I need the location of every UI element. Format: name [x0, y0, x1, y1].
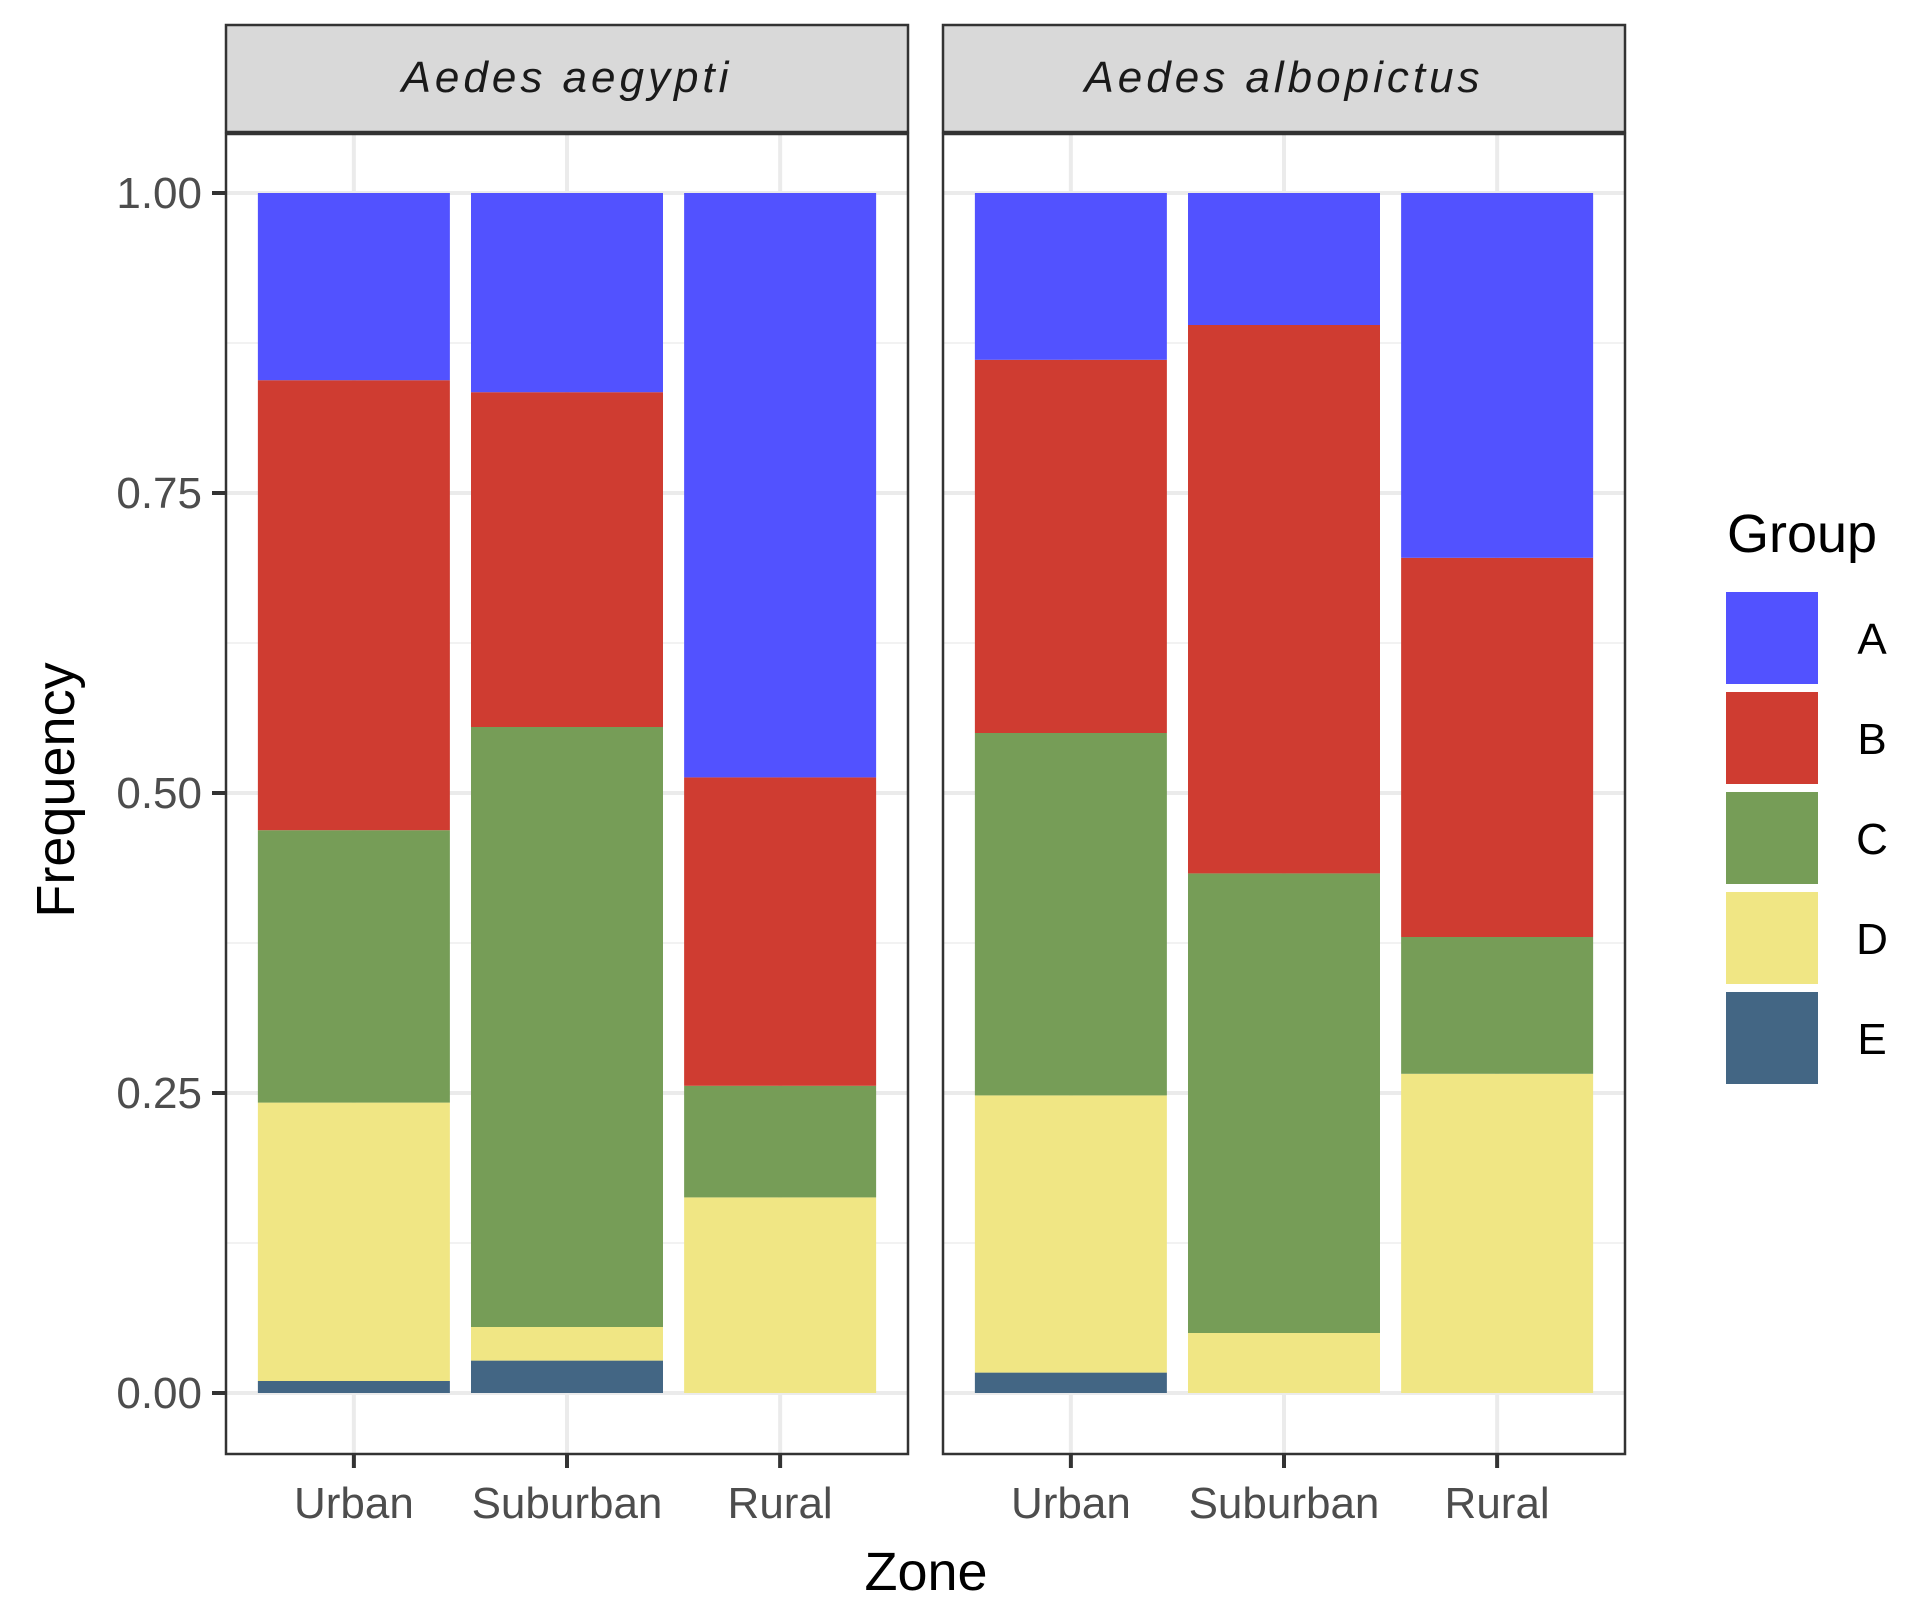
bar-segment-e	[974, 1372, 1167, 1393]
bar-segment-b	[471, 392, 663, 727]
bar-segment-b	[684, 777, 877, 1086]
facet-strip-title: Aedes albopictus	[1081, 53, 1483, 102]
facet-strip	[224, 23, 910, 134]
bar-segment-a	[1401, 193, 1594, 558]
legend-label: A	[1857, 615, 1887, 664]
bar-segment-a	[257, 193, 450, 381]
x-tick-label: Suburban	[472, 1479, 663, 1528]
bar-segment-d	[471, 1327, 663, 1361]
legend-key-a	[1726, 592, 1818, 684]
bar-segment-d	[1401, 1073, 1594, 1393]
y-axis-title: Frequency	[26, 662, 86, 917]
legend-label: B	[1857, 715, 1886, 764]
bar-segment-b	[1188, 325, 1380, 874]
bar-segment-e	[471, 1360, 663, 1393]
legend-key-e	[1726, 992, 1818, 1084]
x-axis-title: Zone	[864, 1542, 987, 1602]
y-tick-label: 0.25	[116, 1069, 202, 1118]
legend-title: Group	[1727, 504, 1877, 564]
legend-key-d	[1726, 892, 1818, 984]
legend-key-b	[1726, 692, 1818, 784]
y-tick-label: 0.75	[116, 469, 202, 518]
facet-panels: Aedes aegypti Urban Suburban Rural 0.00 0.25 0…	[116, 23, 1627, 1528]
bar-segment-c	[1188, 873, 1380, 1333]
facet-panel: Aedes albopictus Urban Suburban Rural	[941, 23, 1627, 1528]
facet-strip-title: Aedes aegypti	[399, 53, 733, 102]
x-tick-label: Urban	[1011, 1479, 1131, 1528]
bar-segment-a	[684, 193, 877, 778]
bar-segment-a	[1188, 193, 1380, 325]
bar-segment-a	[471, 193, 663, 393]
bar-segment-c	[684, 1085, 877, 1198]
bar-segment-b	[257, 380, 450, 831]
legend-key-c	[1726, 792, 1818, 884]
facet-panel: Aedes aegypti Urban Suburban Rural 0.00 0.25 0…	[116, 23, 910, 1528]
facet-strip	[941, 23, 1627, 134]
bar-segment-d	[1188, 1333, 1380, 1393]
bar-segment-c	[1401, 937, 1594, 1074]
bar-segment-b	[1401, 557, 1594, 937]
y-tick-label: 1.00	[116, 169, 202, 218]
legend-label: C	[1856, 815, 1888, 864]
bar-segment-c	[257, 830, 450, 1103]
x-tick-label: Suburban	[1189, 1479, 1380, 1528]
x-tick-label: Rural	[728, 1479, 833, 1528]
legend: Group A B C D E	[1726, 504, 1888, 1084]
x-tick-label: Rural	[1445, 1479, 1550, 1528]
bar-segment-b	[974, 359, 1167, 733]
bar-segment-a	[974, 193, 1167, 360]
y-tick-label: 0.50	[116, 769, 202, 818]
legend-label: D	[1856, 915, 1888, 964]
legend-label: E	[1857, 1015, 1886, 1064]
bar-segment-d	[974, 1095, 1167, 1373]
bar-segment-c	[974, 733, 1167, 1096]
bar-segment-c	[471, 727, 663, 1327]
bar-segment-d	[257, 1102, 450, 1381]
y-tick-label: 0.00	[116, 1369, 202, 1418]
bar-segment-d	[684, 1197, 877, 1393]
x-tick-label: Urban	[294, 1479, 414, 1528]
bar-segment-e	[257, 1381, 450, 1393]
